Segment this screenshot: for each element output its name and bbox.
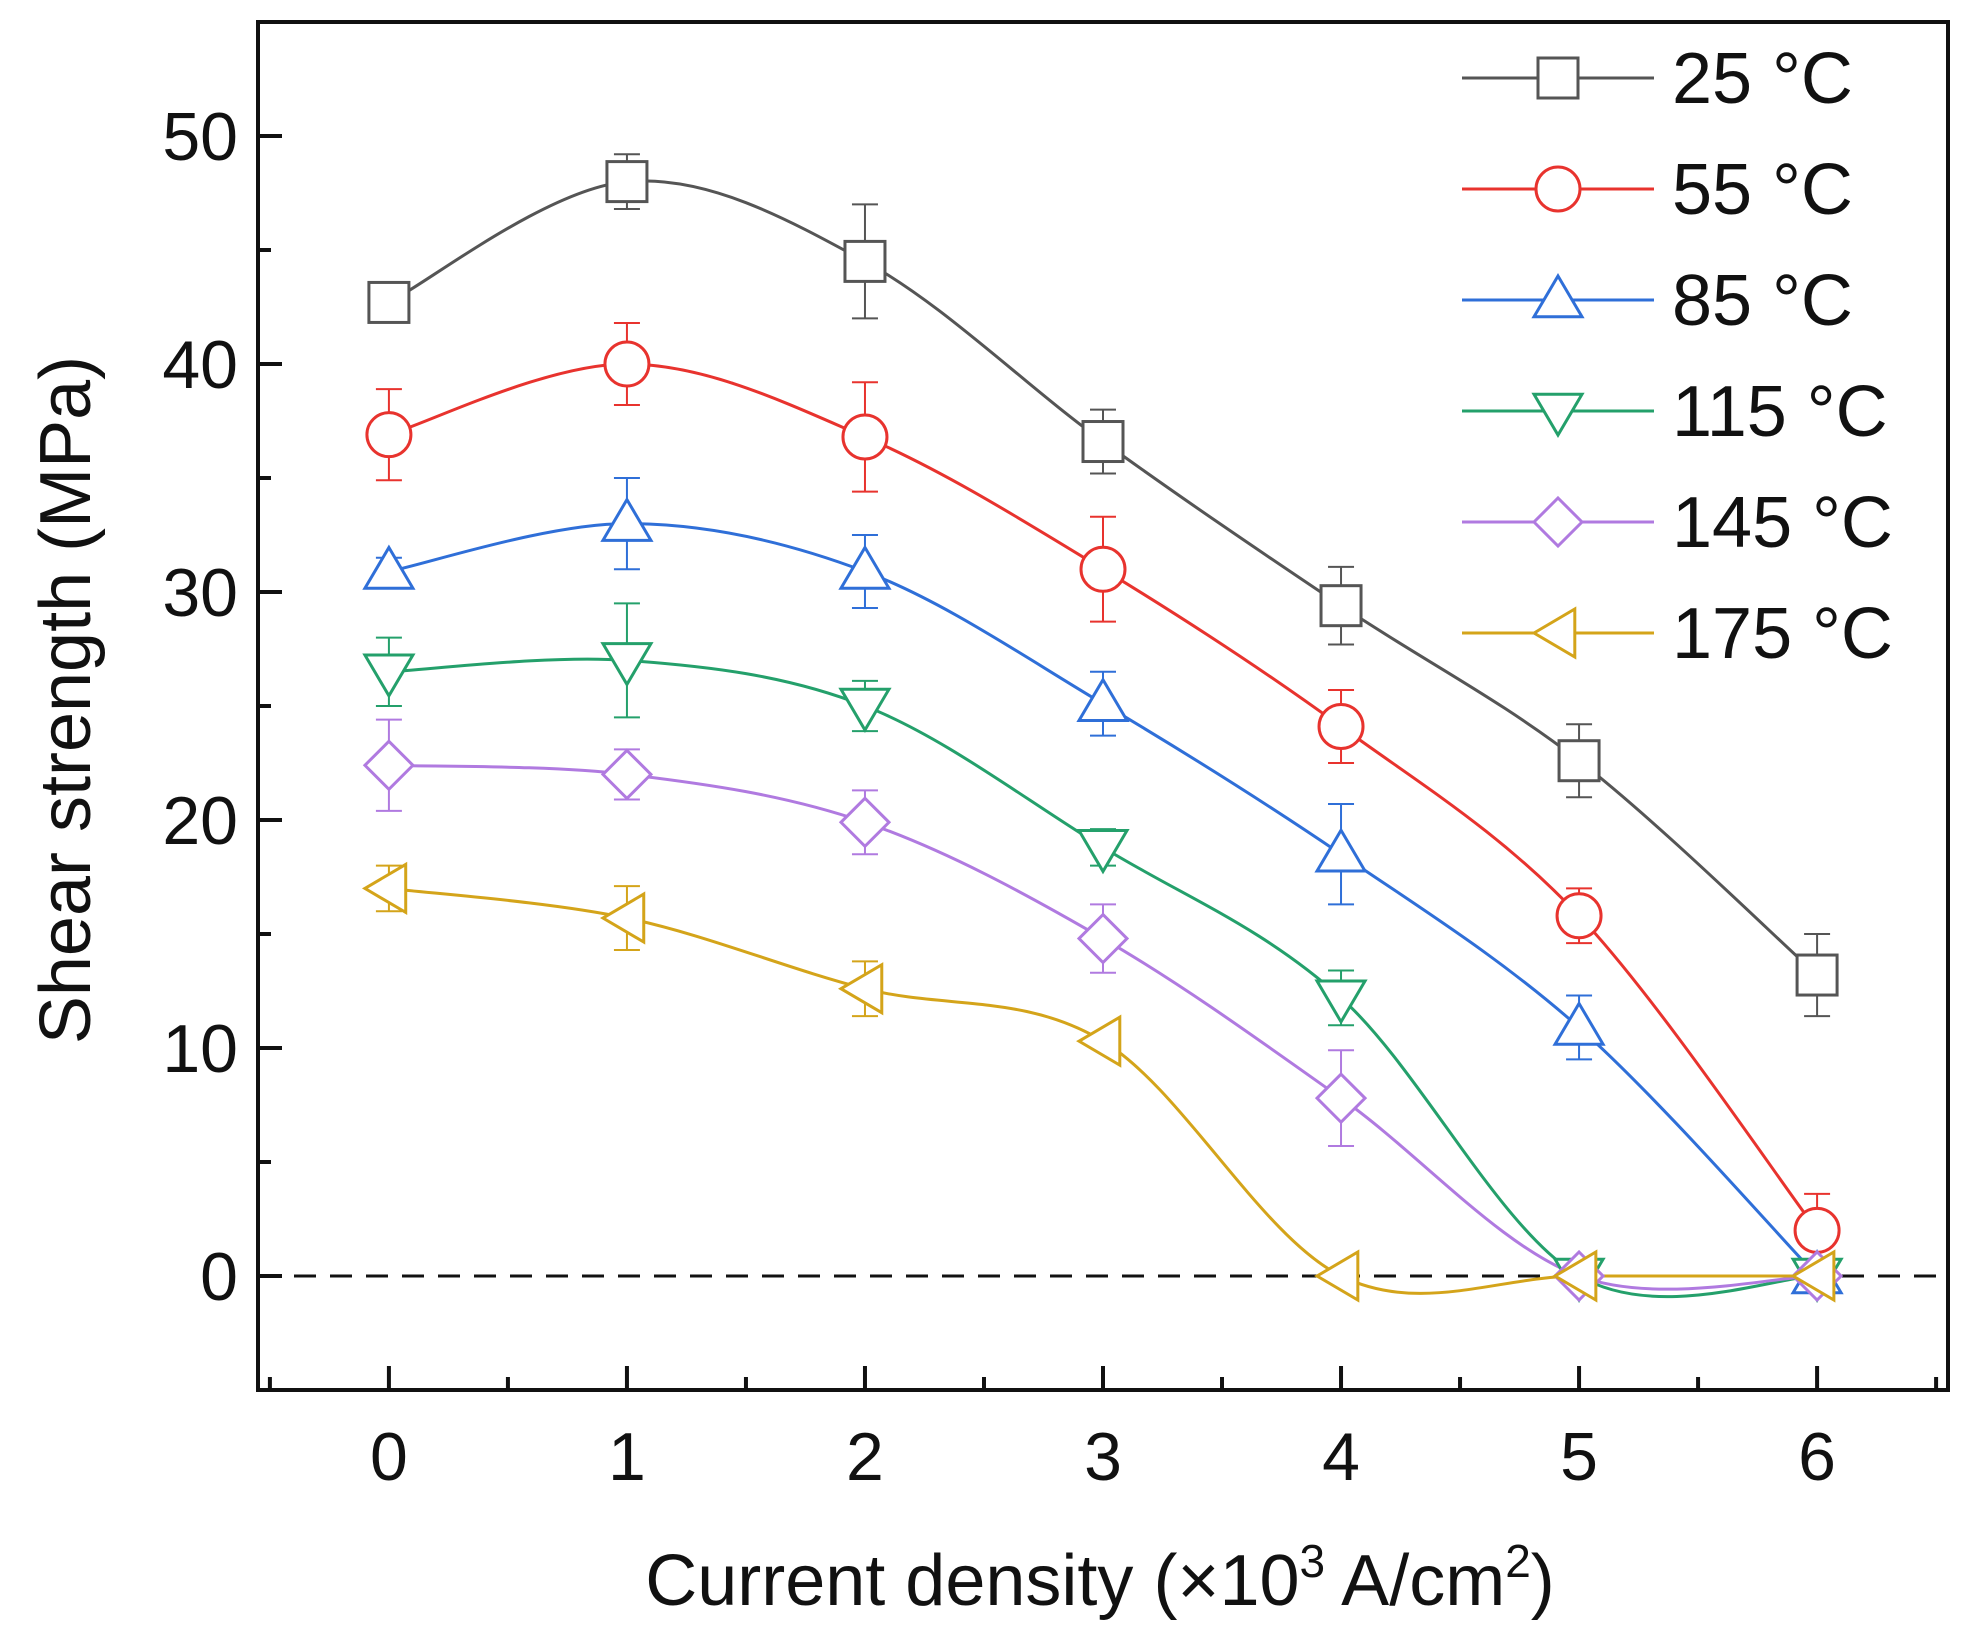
data-point — [838, 687, 892, 733]
x-tick-label: 2 — [846, 1419, 884, 1495]
data-point — [838, 796, 892, 849]
data-point — [843, 239, 887, 283]
data-point — [1081, 420, 1125, 464]
x-tick-label: 0 — [370, 1419, 408, 1495]
data-point — [841, 413, 889, 461]
data-point — [1076, 912, 1130, 965]
data-point — [1552, 1249, 1598, 1303]
x-tick-label: 1 — [608, 1419, 646, 1495]
x-tick-label: 5 — [1560, 1419, 1598, 1495]
data-point — [1314, 979, 1368, 1025]
data-point — [1555, 892, 1603, 940]
data-point — [1079, 545, 1127, 593]
data-point — [362, 739, 416, 792]
data-point — [1557, 739, 1601, 783]
data-point — [838, 962, 884, 1016]
data-point — [605, 160, 649, 204]
data-point — [603, 340, 651, 388]
legend-marker — [1534, 165, 1582, 213]
data-point — [365, 411, 413, 459]
y-axis-label: Shear strength (MPa) — [26, 356, 106, 1044]
legend-label: 55 °C — [1672, 150, 1853, 230]
data-point — [1319, 584, 1363, 628]
data-point — [1314, 1072, 1368, 1125]
legend-label: 145 °C — [1672, 483, 1893, 563]
y-tick-label: 50 — [162, 99, 238, 175]
legend-marker — [1531, 606, 1577, 660]
legend-marker — [1531, 392, 1585, 438]
series-line — [388, 522, 1819, 1278]
y-tick-label: 20 — [162, 783, 238, 859]
legend-label: 85 °C — [1672, 261, 1853, 341]
x-tick-label: 4 — [1322, 1419, 1360, 1495]
legend-marker — [1531, 273, 1585, 319]
data-point — [1317, 703, 1365, 751]
y-tick-label: 40 — [162, 327, 238, 403]
data-point — [367, 280, 411, 324]
data-point — [1076, 676, 1130, 723]
series-line — [388, 362, 1819, 1232]
data-point — [1793, 1206, 1841, 1254]
data-point — [600, 496, 654, 542]
data-point — [600, 642, 654, 688]
data-point — [1314, 1249, 1360, 1303]
data-point — [361, 861, 408, 916]
y-tick-label: 10 — [162, 1011, 238, 1087]
series-line — [388, 657, 1818, 1299]
y-tick-label: 0 — [200, 1239, 238, 1315]
legend-label: 115 °C — [1672, 372, 1888, 452]
data-point — [1795, 953, 1839, 997]
legend-label: 175 °C — [1672, 594, 1893, 674]
data-point — [362, 544, 416, 590]
y-tick-label: 30 — [162, 555, 238, 631]
data-point — [838, 544, 892, 590]
x-tick-label: 6 — [1798, 1419, 1836, 1495]
legend-marker — [1531, 495, 1585, 549]
data-point — [362, 653, 416, 699]
data-point — [599, 891, 646, 945]
x-axis-label: Current density (×103 A/cm2) — [645, 1535, 1555, 1621]
legend-label: 25 °C — [1672, 39, 1853, 119]
legend-marker — [1536, 56, 1580, 100]
x-tick-label: 3 — [1084, 1419, 1122, 1495]
data-point — [1076, 1014, 1122, 1068]
data-point — [1314, 827, 1368, 873]
data-point — [600, 748, 654, 801]
data-point — [1552, 1000, 1606, 1046]
data-point — [1790, 1249, 1836, 1303]
data-point — [1076, 829, 1130, 875]
